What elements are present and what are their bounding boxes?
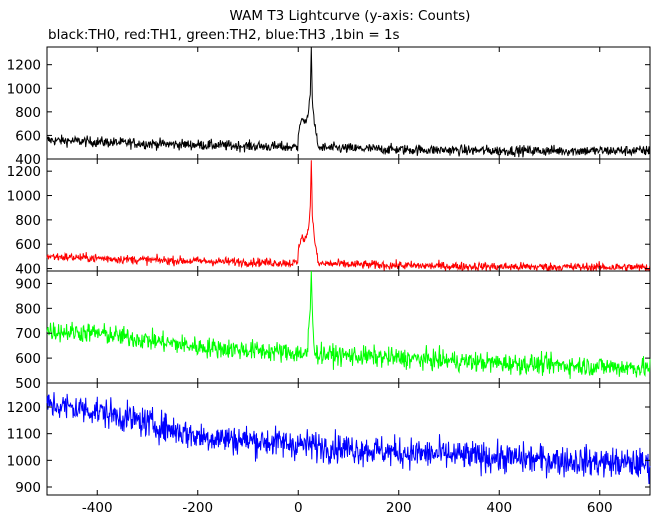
x-tick-label: 200 [386, 500, 412, 515]
series-th1 [46, 160, 651, 272]
y-tick-label: 900 [15, 480, 41, 496]
y-tick-label: 700 [15, 326, 41, 342]
chart-title: WAM T3 Lightcurve (y-axis: Counts) [229, 8, 471, 24]
x-tick-label: -400 [82, 500, 113, 515]
y-tick-label: 1000 [7, 81, 41, 97]
panel-frame [46, 270, 651, 384]
panel-frame [46, 46, 651, 160]
panel-th2: 500 600 700 800 900 [15, 270, 651, 392]
panel-th1: 400 600 800 1000 1200 [7, 158, 651, 278]
panel-frame [46, 382, 651, 496]
series-th2 [46, 270, 651, 379]
y-tick-label: 800 [15, 301, 41, 317]
y-tick-label: 800 [15, 105, 41, 121]
x-tick-label: -200 [182, 500, 213, 515]
panel-frame [46, 158, 651, 272]
y-tick-label: 600 [15, 237, 41, 253]
y-tick-label: 1000 [7, 453, 41, 469]
y-tick-label: 1200 [7, 164, 41, 180]
y-tick-label: 1200 [7, 400, 41, 416]
chart-subtitle: black:TH0, red:TH1, green:TH2, blue:TH3 … [48, 27, 400, 43]
y-tick-label: 900 [15, 276, 41, 292]
panel-th0: 400 600 800 1000 1200 [7, 46, 651, 168]
y-tick-label: 500 [15, 376, 41, 392]
y-tick-label: 600 [15, 351, 41, 367]
y-tick-label: 400 [15, 152, 41, 168]
series-th0 [46, 46, 651, 158]
y-tick-label: 800 [15, 213, 41, 229]
series-th3 [46, 392, 651, 485]
x-tick-label: 0 [294, 500, 303, 515]
x-tick-label: 600 [587, 500, 613, 515]
y-tick-label: 1100 [7, 427, 41, 443]
y-tick-label: 400 [15, 262, 41, 278]
y-tick-label: 1200 [7, 58, 41, 74]
x-tick-label: 400 [486, 500, 512, 515]
panel-th3: 900 1000 1100 1200 [7, 382, 651, 496]
y-tick-label: 600 [15, 128, 41, 144]
y-tick-label: 1000 [7, 189, 41, 205]
